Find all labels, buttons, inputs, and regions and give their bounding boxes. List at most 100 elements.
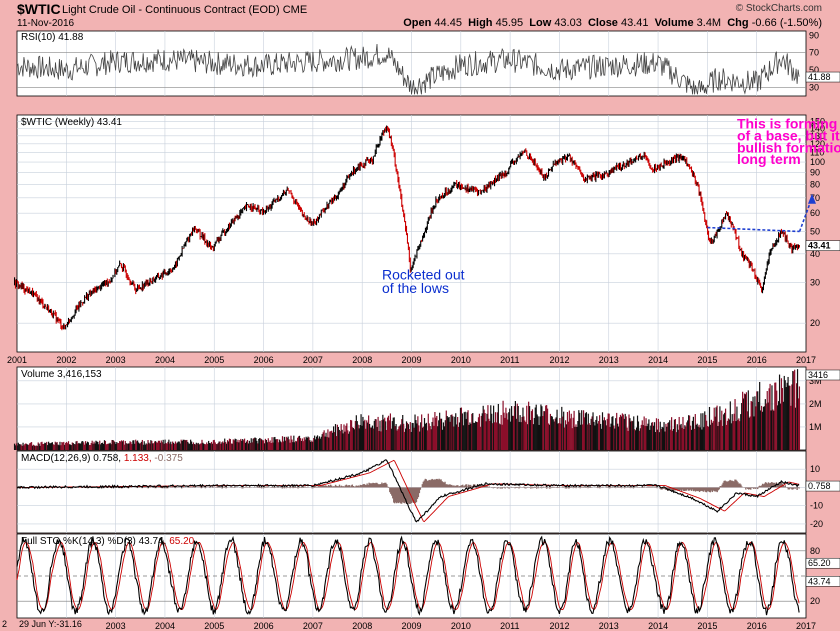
price-xtick-2009: 2009 bbox=[402, 355, 422, 365]
macd-title: MACD(12,26,9) 0.758, 1.133, -0.375 bbox=[21, 453, 183, 464]
price-ytick-140: 140 bbox=[810, 123, 825, 133]
price-xtick-2006: 2006 bbox=[254, 355, 274, 365]
rsi-title: RSI(10) 41.88 bbox=[21, 32, 84, 43]
price-title: $WTIC (Weekly) 43.41 bbox=[21, 117, 122, 128]
sto-title-d: 65.20 bbox=[169, 536, 194, 547]
price-ytick-70: 70 bbox=[810, 193, 820, 203]
price-ytick-50: 50 bbox=[810, 226, 820, 236]
quote-line: Open 44.45 High 45.95 Low 43.03 Close 43… bbox=[403, 17, 822, 29]
macd-title-hist: -0.375 bbox=[154, 453, 183, 464]
annotation-4: bullish formation bbox=[737, 140, 840, 156]
exchange: CME bbox=[282, 4, 308, 16]
sto-k-line bbox=[16, 535, 800, 616]
price-xtick-2001: 2001 bbox=[7, 355, 27, 365]
sto-xtick-2017: 2017 bbox=[796, 621, 816, 631]
symbol: $WTIC bbox=[17, 1, 61, 17]
price-xtick-2004: 2004 bbox=[155, 355, 175, 365]
quote-date: 11-Nov-2016 bbox=[17, 18, 75, 29]
price-ytick-150: 150 bbox=[810, 116, 825, 126]
breakout-arrow-line bbox=[798, 197, 813, 232]
volume-ytick-2M: 2M bbox=[809, 399, 822, 409]
symbol-description: Light Crude Oil - Continuous Contract (E… bbox=[62, 4, 307, 16]
price-xtick-2013: 2013 bbox=[599, 355, 619, 365]
sto-xtick-2007: 2007 bbox=[303, 621, 323, 631]
price-ytick-30: 30 bbox=[810, 278, 820, 288]
price-bars bbox=[13, 125, 800, 331]
rsi-line bbox=[16, 43, 800, 95]
volume-last-box bbox=[805, 369, 840, 381]
volume-ytick-3M: 3M bbox=[809, 376, 822, 386]
rsi-last-value: 41.88 bbox=[808, 72, 831, 82]
sto-last-value-k: 43.74 bbox=[808, 576, 831, 586]
macd-last-value: 0.758 bbox=[808, 481, 831, 491]
annotation-3: of a base, but it is a bbox=[737, 128, 840, 144]
sto-xtick-2015: 2015 bbox=[697, 621, 717, 631]
low-label: Low bbox=[529, 17, 552, 29]
annotation-0: Rocketed out bbox=[382, 266, 465, 282]
annotation-5: long term bbox=[737, 151, 801, 167]
macd-ytick--20: -20 bbox=[810, 519, 823, 529]
price-ytick-20: 20 bbox=[810, 318, 820, 328]
sto-last-value-d: 65.20 bbox=[808, 558, 831, 568]
price-ytick-60: 60 bbox=[810, 208, 820, 218]
sto-ytick-20: 20 bbox=[810, 596, 820, 606]
sto-xtick-2011: 2011 bbox=[500, 621, 519, 631]
price-xtick-2010: 2010 bbox=[451, 355, 471, 365]
price-xtick-2007: 2007 bbox=[303, 355, 323, 365]
price-xtick-2003: 2003 bbox=[106, 355, 126, 365]
open-label: Open bbox=[403, 17, 432, 29]
sto-xtick-2008: 2008 bbox=[352, 621, 372, 631]
rsi-last-box bbox=[805, 71, 840, 83]
rsi-ytick-50: 50 bbox=[809, 65, 819, 75]
low-value: 43.03 bbox=[554, 17, 582, 29]
price-ytick-110: 110 bbox=[810, 148, 824, 158]
sto-xtick-2003: 2003 bbox=[106, 621, 126, 631]
volume-label: Volume bbox=[654, 17, 694, 29]
price-ytick-40: 40 bbox=[810, 249, 820, 259]
price-last-box bbox=[805, 240, 840, 251]
sto-xtick-2006: 2006 bbox=[254, 621, 274, 631]
breakout-arrow-head bbox=[808, 193, 816, 204]
macd-title-main: MACD(12,26,9) 0.758, bbox=[21, 453, 124, 464]
sto-xtick-2013: 2013 bbox=[599, 621, 619, 631]
close-label: Close bbox=[587, 17, 618, 29]
volume-value: 3.4M bbox=[696, 17, 722, 29]
chg-label: Chg bbox=[727, 17, 749, 29]
sto-title-main: Full STO %K(14,3) %D(3) 43.74, bbox=[21, 536, 169, 547]
sto-xtick-2016: 2016 bbox=[747, 621, 767, 631]
corner-label: 2 bbox=[2, 619, 8, 629]
chart-header: $WTIC Light Crude Oil - Continuous Contr… bbox=[0, 0, 840, 30]
macd-last-box bbox=[805, 480, 840, 492]
price-xtick-2017: 2017 bbox=[796, 355, 816, 365]
price-ytick-100: 100 bbox=[810, 157, 825, 167]
price-ytick-80: 80 bbox=[810, 179, 820, 189]
macd-histogram bbox=[16, 478, 800, 505]
copyright: © StockCharts.com bbox=[735, 3, 822, 14]
sto-xtick-2012: 2012 bbox=[549, 621, 569, 631]
sto-last-box-k bbox=[805, 576, 840, 587]
high-value: 45.95 bbox=[495, 17, 524, 29]
price-xtick-2015: 2015 bbox=[697, 355, 717, 365]
macd-ytick-10: 10 bbox=[810, 464, 820, 474]
macd-title-signal: 1.133, bbox=[124, 453, 155, 464]
sto-last-box-d bbox=[805, 557, 840, 569]
price-xtick-2008: 2008 bbox=[352, 355, 372, 365]
high-label: High bbox=[468, 17, 493, 29]
volume-ytick-1M: 1M bbox=[809, 422, 822, 432]
price-xtick-2016: 2016 bbox=[747, 355, 767, 365]
sto-ytick-80: 80 bbox=[810, 546, 820, 556]
price-xtick-2005: 2005 bbox=[204, 355, 224, 365]
neckline-trendline bbox=[707, 226, 800, 233]
range-label: 29 Jun Y:-31.16 bbox=[19, 619, 82, 629]
macd-ytick--10: -10 bbox=[810, 501, 823, 511]
annotation-1: of the lows bbox=[382, 280, 449, 296]
sto-xtick-2014: 2014 bbox=[648, 621, 668, 631]
rsi-ytick-70: 70 bbox=[809, 48, 819, 58]
sto-xtick-2009: 2009 bbox=[402, 621, 422, 631]
price-xtick-2014: 2014 bbox=[648, 355, 668, 365]
sto-xtick-2005: 2005 bbox=[204, 621, 224, 631]
price-ytick-130: 130 bbox=[810, 131, 825, 141]
price-xtick-2012: 2012 bbox=[549, 355, 569, 365]
rsi-ytick-30: 30 bbox=[809, 82, 819, 92]
